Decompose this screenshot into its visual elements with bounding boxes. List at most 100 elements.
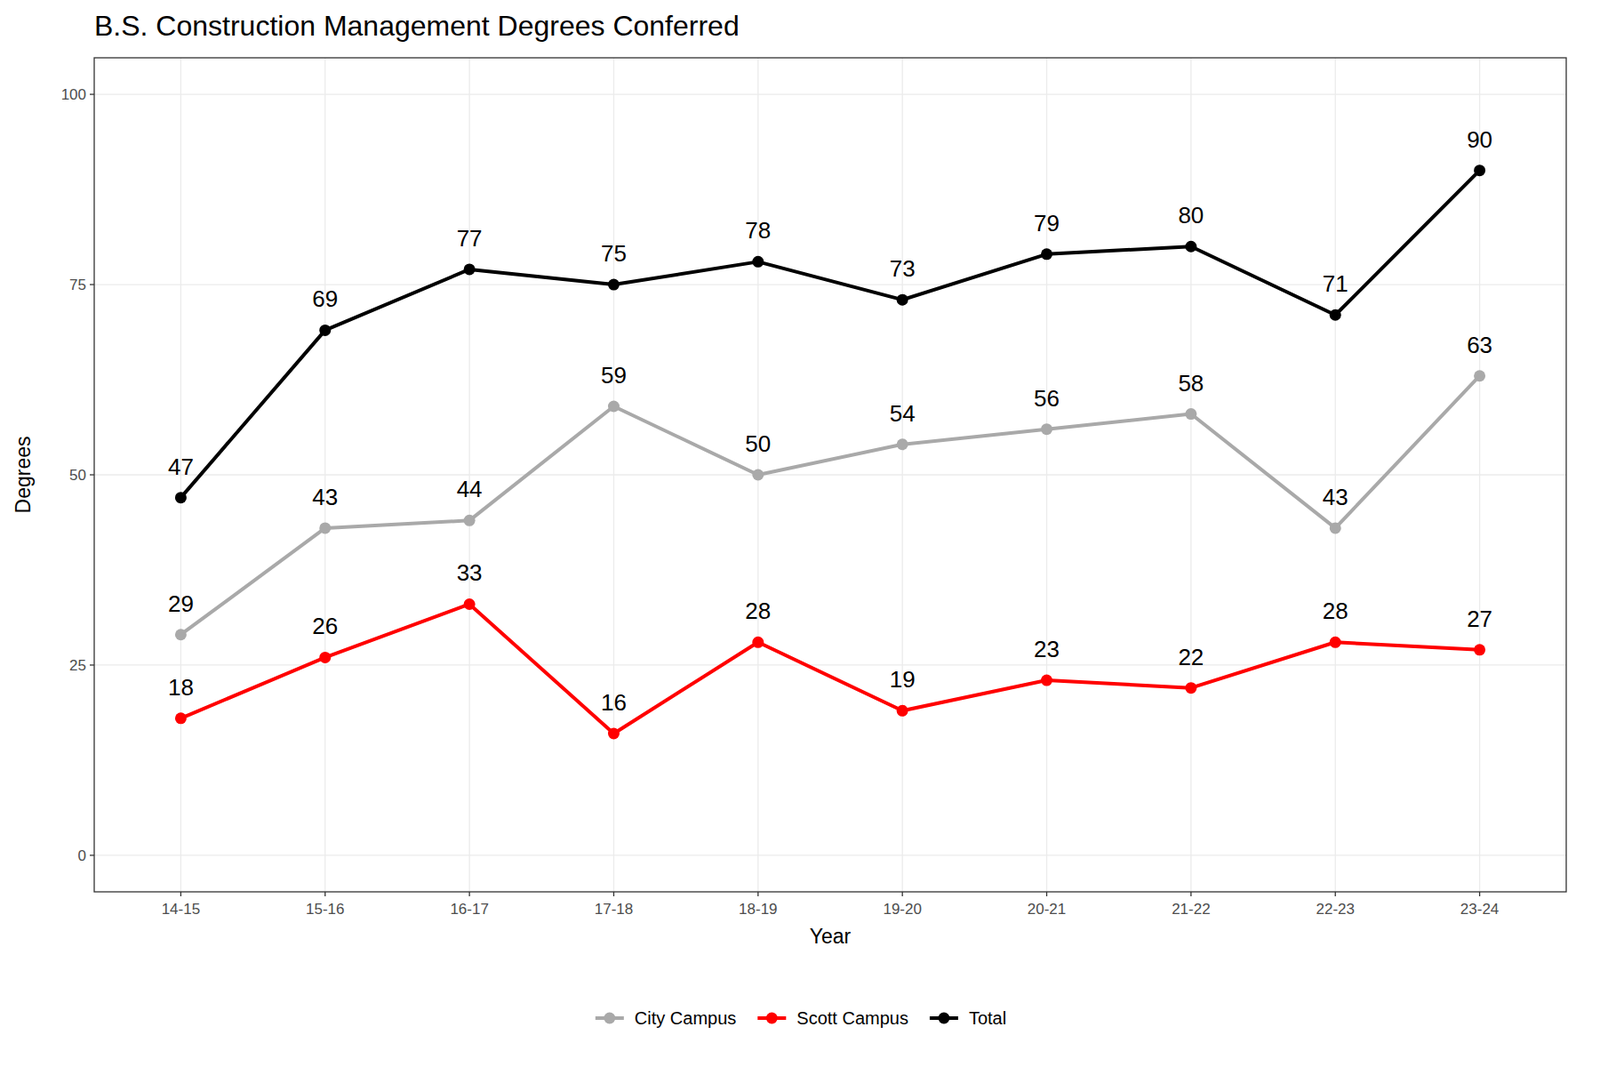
data-label: 73 (889, 255, 916, 282)
y-grid-line (94, 664, 1567, 665)
data-label: 28 (1322, 597, 1349, 624)
point (752, 256, 764, 268)
point (608, 727, 620, 739)
x-axis: 14-1515-1616-1717-1818-1919-2020-2121-22… (161, 891, 1500, 918)
point (175, 628, 187, 640)
point (896, 438, 909, 450)
point (319, 521, 331, 534)
x-grid-line (1190, 57, 1192, 892)
data-label: 69 (312, 285, 338, 312)
data-label: 33 (456, 559, 483, 586)
y-tick-label: 25 (69, 656, 87, 674)
point (1184, 408, 1197, 420)
point (896, 294, 909, 306)
point (1329, 309, 1342, 321)
x-tick-label: 22-23 (1315, 900, 1354, 918)
legend-label: Total (968, 1008, 1007, 1028)
data-label: 56 (1033, 384, 1060, 412)
x-tick (324, 891, 326, 896)
y-tick-label: 0 (78, 847, 87, 864)
y-tick (89, 93, 95, 95)
x-tick-label: 15-16 (305, 900, 344, 918)
data-label: 78 (744, 216, 771, 244)
point (319, 651, 331, 664)
x-tick-label: 23-24 (1460, 900, 1499, 918)
data-label: 77 (456, 224, 483, 252)
legend-key (937, 1012, 950, 1024)
x-tick (902, 891, 904, 896)
x-grid-line (324, 57, 326, 892)
x-tick-label: 17-18 (594, 900, 633, 918)
data-label: 80 (1177, 201, 1204, 229)
y-tick-label: 50 (69, 466, 87, 484)
data-label: 58 (1177, 369, 1204, 397)
legend-label: City Campus (634, 1008, 736, 1028)
x-tick-label: 16-17 (449, 900, 488, 918)
x-grid-line (1046, 57, 1048, 892)
data-marks (175, 164, 1486, 739)
x-grid-line (902, 57, 904, 892)
x-tick (1190, 891, 1192, 896)
x-tick (180, 891, 182, 896)
point (1040, 248, 1053, 260)
y-tick-label: 100 (61, 86, 87, 104)
x-grid-line (1335, 57, 1336, 892)
data-label: 29 (168, 590, 194, 617)
data-label: 54 (889, 400, 916, 427)
point (1473, 369, 1486, 382)
series (175, 164, 1486, 504)
x-tick (613, 891, 615, 896)
y-tick (89, 283, 95, 285)
point (319, 324, 331, 336)
point (1184, 681, 1197, 694)
x-axis-title: Year (809, 924, 852, 948)
data-label: 63 (1466, 331, 1493, 359)
data-label: 27 (1466, 605, 1493, 632)
point (1040, 674, 1053, 687)
x-tick (468, 891, 470, 896)
point (1040, 423, 1053, 435)
data-label: 47 (168, 453, 194, 480)
x-tick-label: 21-22 (1171, 900, 1210, 918)
legend: City CampusScott CampusTotal (595, 1008, 1007, 1028)
x-tick (1479, 891, 1480, 896)
point (608, 400, 620, 412)
data-labels: 2943445950545658436318263316281923222827… (168, 126, 1493, 716)
series-line (180, 603, 1480, 734)
data-label: 26 (312, 612, 338, 640)
x-grid-line (1479, 57, 1480, 892)
point (464, 263, 476, 275)
y-tick (89, 473, 95, 475)
x-tick (1335, 891, 1336, 896)
data-label: 79 (1033, 209, 1060, 237)
plot-frame (94, 57, 1567, 892)
grid (94, 57, 1567, 892)
y-tick (89, 854, 95, 856)
y-grid-line (94, 854, 1567, 856)
y-grid-line (94, 93, 1567, 95)
plot-area (94, 57, 1567, 892)
point (1184, 240, 1197, 253)
series-line (180, 170, 1480, 498)
y-tick (89, 664, 95, 665)
data-label: 43 (1322, 483, 1349, 511)
point (1329, 636, 1342, 648)
point (464, 598, 476, 610)
data-label: 28 (744, 597, 771, 624)
point (1473, 164, 1486, 176)
y-axis: 0 25 50 75 100 (61, 86, 95, 864)
legend-key (766, 1012, 778, 1024)
series (175, 369, 1486, 640)
chart: 025507510014-1515-1616-1717-1818-1919-20… (0, 0, 1600, 1067)
data-label: 75 (600, 240, 627, 267)
x-tick (757, 891, 759, 896)
x-grid-line (613, 57, 615, 892)
y-axis-title: Degrees (11, 436, 35, 514)
point (896, 704, 909, 717)
series (175, 598, 1486, 739)
x-tick-label: 14-15 (161, 900, 200, 918)
point (1329, 521, 1342, 534)
point (1473, 643, 1486, 656)
y-tick-label: 75 (69, 276, 87, 294)
point (752, 469, 764, 481)
